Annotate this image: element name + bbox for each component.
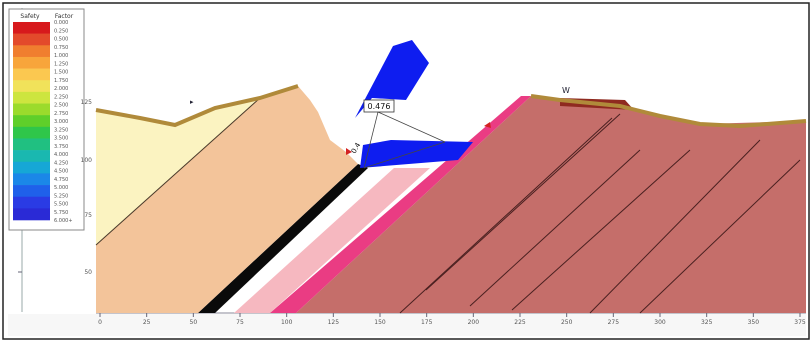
legend-swatch — [13, 161, 50, 174]
legend-value: 0.750 — [54, 45, 68, 51]
x-tick-label: 250 — [561, 319, 573, 326]
x-tick-label: 325 — [701, 319, 713, 326]
x-tick-label: 50 — [190, 319, 198, 326]
x-axis-strip — [8, 314, 806, 336]
legend-swatch — [13, 68, 50, 81]
legend-value: 1.000 — [54, 53, 68, 59]
legend-value: 6.000+ — [54, 218, 73, 224]
soil-contact-line — [95, 97, 261, 246]
x-tick-label: 125 — [328, 319, 340, 326]
right-rock-mass — [296, 96, 806, 313]
legend-swatch — [13, 150, 50, 163]
legend-header-2: Factor — [55, 13, 74, 20]
legend-swatch — [13, 185, 50, 198]
legend-swatch — [13, 103, 50, 116]
legend-values: 0.000 0.250 0.500 0.750 1.000 1.250 1.500 1.750… — [54, 20, 73, 224]
x-tick-label: 75 — [236, 319, 244, 326]
legend-swatch — [13, 33, 50, 46]
legend-value: 5.500 — [54, 202, 68, 208]
legend-value: 3.500 — [54, 136, 68, 142]
x-tick-label: 0 — [98, 319, 102, 326]
ground-surface-right — [530, 94, 807, 129]
legend-swatch — [13, 56, 50, 69]
legend: Safety Factor 0.000 0.250 0.500 0.750 1.000 1… — [8, 8, 85, 231]
x-tick-label: 200 — [468, 319, 480, 326]
legend-value: 2.250 — [54, 94, 68, 100]
legend-swatch — [13, 208, 50, 221]
legend-value: 2.750 — [54, 111, 68, 117]
marker-left — [346, 148, 352, 155]
marker-right — [484, 122, 491, 128]
legend-value: 1.750 — [54, 78, 68, 84]
x-tick-label: 275 — [608, 319, 620, 326]
legend-value: 4.250 — [54, 160, 68, 166]
legend-swatch — [13, 91, 50, 104]
legend-value: 0.250 — [54, 28, 68, 34]
legend-value: 4.000 — [54, 152, 68, 158]
legend-value: 5.750 — [54, 210, 68, 216]
legend-header-1: Safety — [20, 13, 40, 20]
black-joint-band — [198, 164, 368, 313]
legend-swatch — [13, 80, 50, 93]
ground-surface-left — [95, 84, 299, 128]
x-tick-label: 25 — [143, 319, 151, 326]
y-tick-label: 50 — [84, 269, 92, 276]
legend-swatches — [13, 22, 50, 221]
pink-joint-band — [234, 168, 430, 313]
legend-swatch — [13, 45, 50, 58]
legend-value: 4.750 — [54, 177, 68, 183]
surface-marker: ▸ — [190, 98, 194, 106]
legend-value: 2.500 — [54, 103, 68, 109]
legend-swatch — [13, 138, 50, 151]
x-tick-label: 175 — [421, 319, 433, 326]
w-marker: W — [562, 86, 570, 95]
x-tick-label: 375 — [794, 319, 806, 326]
legend-swatch — [13, 22, 50, 34]
y-tick-labels: 50 75 100 125 — [81, 99, 93, 276]
legend-swatch — [13, 173, 50, 186]
y-tick-label: 75 — [84, 212, 92, 219]
x-tick-label: 300 — [654, 319, 666, 326]
x-tick-label: 100 — [281, 319, 293, 326]
legend-value: 1.500 — [54, 70, 68, 76]
legend-value: 0.000 — [54, 20, 68, 26]
legend-value: 3.250 — [54, 127, 68, 133]
x-tick-labels: 0 25 50 75 100 125 150 175 200 225 250 275 300 325 350… — [98, 313, 806, 326]
sliding-block — [360, 140, 473, 168]
x-tick-label: 150 — [374, 319, 386, 326]
legend-swatch — [13, 196, 50, 209]
legend-swatch — [13, 115, 50, 128]
legend-value: 2.000 — [54, 86, 68, 92]
legend-value: 0.500 — [54, 37, 68, 43]
legend-value: 3.000 — [54, 119, 68, 125]
y-tick-label: 125 — [81, 99, 93, 106]
legend-value: 3.750 — [54, 144, 68, 150]
joint-lines — [399, 113, 801, 314]
force-lines — [363, 111, 446, 169]
left-rock-mass — [96, 86, 358, 313]
legend-swatch — [13, 126, 50, 139]
fos-label: 0.476 — [368, 102, 391, 111]
legend-value: 5.250 — [54, 193, 68, 199]
x-tick-label: 350 — [748, 319, 760, 326]
legend-value: 1.250 — [54, 61, 68, 67]
y-tick-label: 100 — [81, 157, 93, 164]
legend-value: 5.000 — [54, 185, 68, 191]
fos-label-box — [363, 99, 395, 113]
toppling-block — [355, 40, 429, 118]
x-tick-label: 225 — [514, 319, 526, 326]
legend-value: 4.500 — [54, 169, 68, 175]
